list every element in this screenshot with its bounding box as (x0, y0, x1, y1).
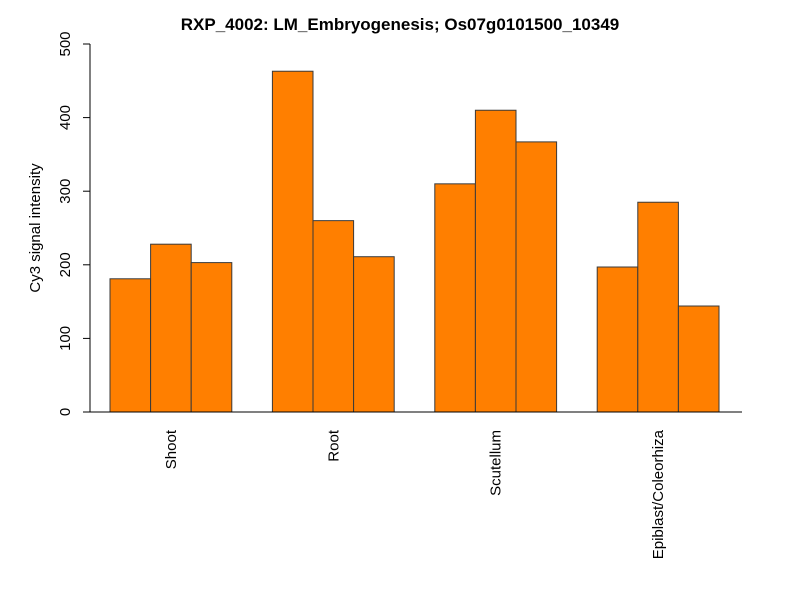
bar-epiblast-coleorhiza-2 (638, 202, 679, 412)
bars-group (110, 71, 719, 412)
bar-root-3 (354, 257, 395, 412)
y-axis: 0 100 200 300 400 500 (57, 31, 90, 416)
bar-scutellum-2 (475, 110, 516, 412)
bar-shoot-2 (151, 244, 192, 412)
bar-scutellum-1 (435, 184, 476, 412)
y-axis-label: Cy3 signal intensity (27, 163, 44, 293)
bar-root-2 (313, 221, 354, 412)
category-label: Epiblast/Coleorhiza (650, 429, 667, 559)
category-label: Scutellum (488, 430, 505, 496)
y-tick-label: 400 (57, 105, 74, 130)
chart-title: RXP_4002: LM_Embryogenesis; Os07g0101500… (181, 15, 619, 34)
y-tick-label: 200 (57, 252, 74, 277)
bar-shoot-1 (110, 279, 151, 412)
category-label: Root (325, 429, 342, 462)
y-tick-label: 100 (57, 326, 74, 351)
chart-canvas: RXP_4002: LM_Embryogenesis; Os07g0101500… (0, 0, 800, 600)
y-tick-label: 300 (57, 179, 74, 204)
bar-epiblast-coleorhiza-3 (678, 306, 719, 412)
bar-shoot-3 (191, 263, 232, 412)
y-tick-label: 0 (57, 408, 74, 416)
bar-epiblast-coleorhiza-1 (597, 267, 638, 412)
category-label: Shoot (163, 429, 180, 469)
bar-scutellum-3 (516, 142, 557, 412)
y-tick-label: 500 (57, 31, 74, 56)
bar-root-1 (272, 71, 313, 412)
category-labels: Shoot Root Scutellum Epiblast/Coleorhiza (163, 429, 667, 559)
